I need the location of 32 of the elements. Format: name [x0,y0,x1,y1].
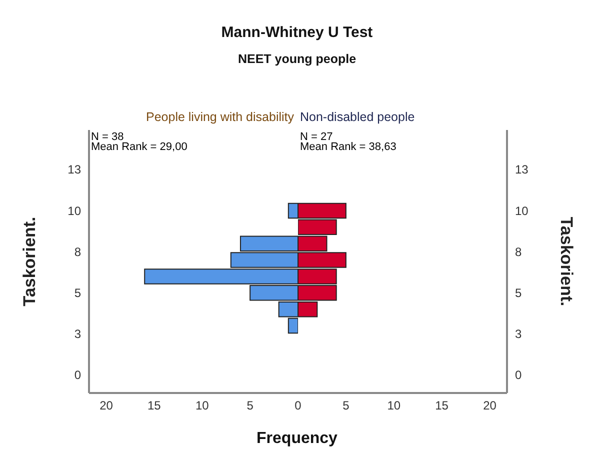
y-tick-label: 5 [515,286,522,300]
annotation: Mean Rank = 38,63 [300,141,396,153]
y-tick-label: 0 [74,368,82,382]
chart-title: Mann-Whitney U Test [220,24,374,41]
y-axis-title: Taskorient. [556,216,576,306]
y-tick-label: 3 [515,327,522,342]
x-tick-label: 20 [483,398,497,413]
x-tick-label: 20 [100,398,114,413]
annotation: N = 38 [91,131,124,143]
y-axis-title: Taskorient. [20,216,40,306]
x-tick-label: 5 [246,398,254,413]
y-tick-label: 13 [68,162,82,177]
x-axis-title: Frequency [256,430,338,448]
y-tick-label: 8 [74,244,82,259]
text: People living with disability [145,110,294,124]
x-tick-label: 15 [148,398,162,413]
chart-subtitle: NEET young people [236,52,358,66]
y-tick-label: 10 [68,204,82,218]
x-tick-label: 10 [195,398,210,413]
x-tick-label: 15 [435,398,449,413]
annotation: N = 27 [300,131,333,143]
y-tick-label: 8 [515,244,522,259]
y-tick-label: 10 [515,204,529,218]
x-tick-label: 0 [294,398,302,413]
y-tick-label: 5 [74,286,82,300]
x-tick-label: 5 [342,398,350,413]
y-tick-label: 3 [74,327,82,342]
x-tick-label: 10 [387,398,401,413]
annotation: Mean Rank = 29,00 [91,141,188,153]
y-tick-label: 13 [515,162,529,177]
text: Non-disabled people [300,110,416,124]
y-tick-label: 0 [515,368,522,382]
